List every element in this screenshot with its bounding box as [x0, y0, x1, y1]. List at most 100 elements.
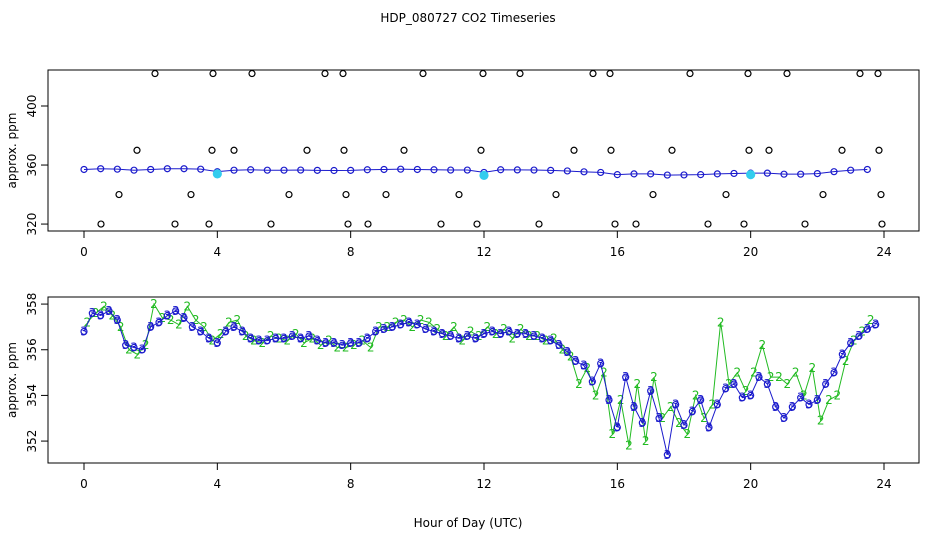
point-glyph: 2: [142, 338, 150, 352]
series-line: [83, 310, 876, 455]
point-glyph: 2: [392, 315, 400, 329]
point-glyph: 3: [630, 400, 638, 414]
point: [97, 220, 105, 228]
point-glyph: 2: [859, 324, 867, 338]
point: [213, 339, 221, 347]
point-glyph: 3: [330, 336, 338, 350]
point: [830, 168, 838, 176]
point-glyph: 3: [347, 336, 355, 350]
point: [738, 394, 746, 402]
point-glyph: 2: [867, 313, 875, 327]
point: [763, 169, 771, 177]
point: [801, 220, 809, 228]
point: [655, 414, 663, 422]
y-axis-label: approx. ppm: [5, 342, 19, 418]
point-glyph: 2: [84, 315, 92, 329]
point: [765, 146, 773, 154]
point: [380, 165, 388, 174]
point: [688, 407, 696, 415]
point: [570, 146, 578, 154]
point-glyph: 3: [622, 370, 630, 384]
point-glyph: 3: [655, 411, 663, 425]
point-glyph: 2: [250, 334, 258, 348]
point-glyph: 3: [605, 393, 613, 407]
point: [477, 146, 485, 154]
point: [263, 337, 271, 345]
point: [113, 165, 121, 173]
point: [746, 170, 756, 180]
point-glyph: 2: [509, 331, 517, 345]
point-glyph: 2: [400, 313, 408, 327]
point: [563, 167, 571, 175]
point: [397, 321, 405, 329]
point: [463, 166, 471, 174]
point-glyph: 2: [800, 388, 808, 402]
point-glyph: 3: [197, 324, 205, 338]
point: [830, 368, 838, 377]
point: [330, 339, 338, 347]
point-glyph: 2: [159, 311, 167, 325]
point: [797, 170, 805, 178]
point-glyph: 2: [684, 427, 692, 441]
point: [363, 166, 371, 174]
point-glyph: 3: [255, 334, 263, 348]
point-glyph: 2: [584, 361, 592, 375]
point: [187, 190, 195, 199]
point-glyph: 3: [297, 331, 305, 345]
point-glyph: 3: [747, 388, 755, 402]
x-tick-label: 0: [80, 477, 88, 491]
point: [647, 387, 655, 395]
point-glyph: 2: [292, 327, 300, 341]
point: [630, 403, 638, 411]
point-glyph: 2: [200, 320, 208, 334]
point: [197, 165, 205, 173]
point: [813, 169, 821, 178]
point: [405, 318, 413, 326]
point: [388, 323, 396, 331]
point: [212, 169, 222, 179]
point: [188, 323, 196, 331]
y-tick-label: 400: [25, 95, 39, 118]
point: [97, 165, 105, 173]
point-glyph: 2: [150, 297, 158, 311]
point: [704, 220, 712, 228]
point-glyph: 2: [317, 338, 325, 352]
point: [863, 165, 871, 174]
point: [344, 220, 352, 228]
point-glyph: 3: [355, 336, 363, 350]
point-glyph: 3: [697, 393, 705, 407]
point: [480, 330, 488, 338]
point-glyph: 3: [689, 404, 697, 418]
point: [340, 146, 348, 154]
point-glyph: 2: [725, 377, 733, 391]
point: [397, 165, 405, 173]
point-glyph: 3: [314, 334, 322, 348]
point-glyph: 2: [750, 366, 758, 380]
point-glyph: 2: [492, 327, 500, 341]
point-glyph: 3: [147, 320, 155, 334]
point-glyph: 3: [264, 334, 272, 348]
point-glyph: 3: [580, 359, 588, 373]
point-glyph: 3: [272, 331, 280, 345]
x-tick-label: 20: [743, 477, 758, 491]
point: [555, 341, 563, 349]
point: [230, 146, 238, 154]
point: [589, 69, 597, 78]
point-glyph: 3: [739, 391, 747, 405]
y-tick-label: 320: [25, 213, 39, 236]
point-glyph: 3: [564, 345, 572, 359]
point-glyph: 2: [734, 366, 742, 380]
point-glyph: 2: [500, 322, 508, 336]
point-glyph: 3: [105, 304, 113, 318]
point: [522, 330, 530, 338]
point-glyph: 3: [114, 313, 122, 327]
point-glyph: 2: [617, 393, 625, 407]
point: [313, 337, 321, 345]
point-glyph: 3: [672, 398, 680, 412]
point-glyph: 3: [405, 315, 413, 329]
point-glyph: 2: [467, 324, 475, 338]
point: [697, 396, 705, 404]
point: [339, 69, 347, 78]
